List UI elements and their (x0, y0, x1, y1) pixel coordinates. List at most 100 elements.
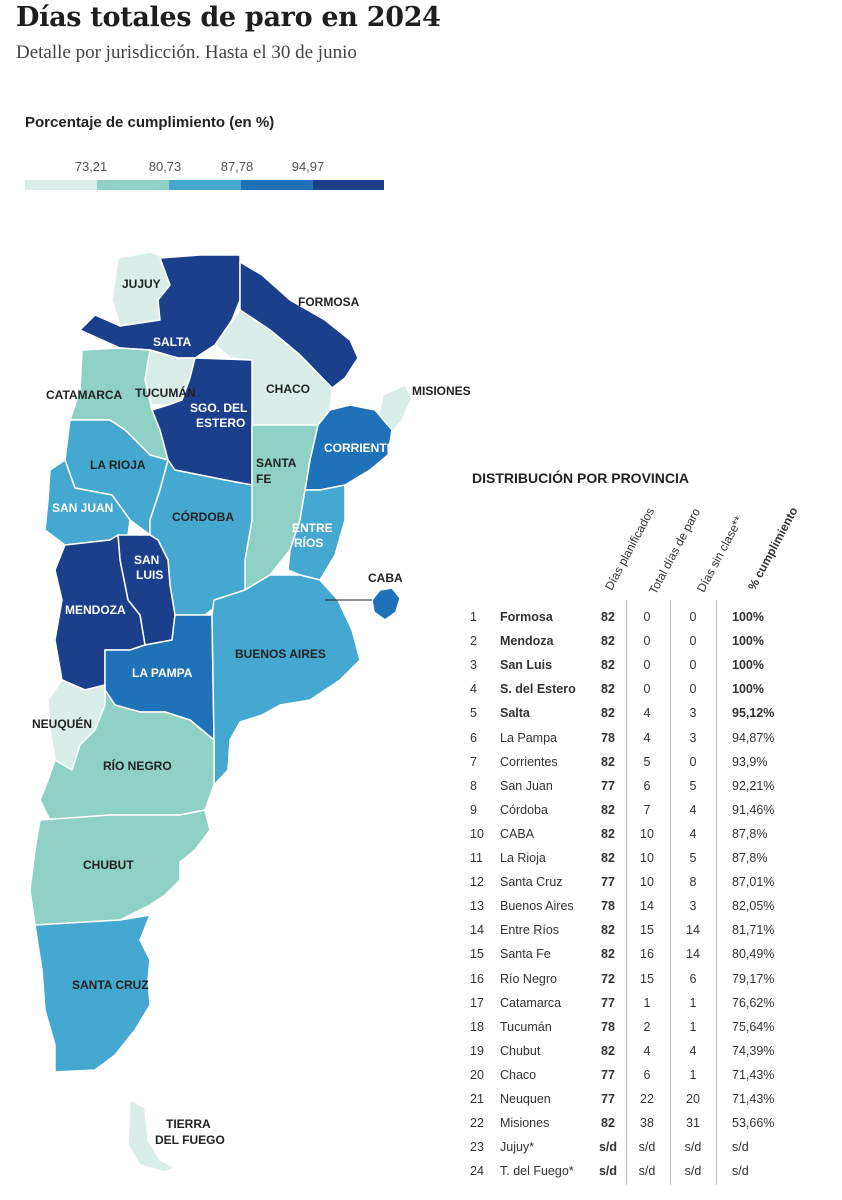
province-entre-rios[interactable] (287, 484, 346, 581)
no-class-days-cell: 4 (689, 826, 697, 841)
no-class-days-cell: s/d (684, 1164, 702, 1179)
strike-days-cell: 38 (640, 1116, 654, 1131)
province-cell: Santa Cruz (500, 875, 563, 890)
province-buenos-aires[interactable] (211, 574, 361, 786)
map-label-san-luis: LUIS (136, 568, 163, 582)
column-divider (626, 600, 627, 1185)
planned-days-cell: 77 (601, 875, 615, 890)
province-cell: Corrientes (500, 754, 558, 769)
province-chubut[interactable] (29, 809, 211, 926)
strike-days-cell: s/d (638, 1140, 656, 1155)
map-label-cordoba: CÓRDOBA (172, 509, 234, 524)
rank-cell: 19 (470, 1043, 484, 1058)
province-cell: San Juan (500, 778, 553, 793)
province-cell: Mendoza (500, 634, 554, 649)
rank-cell: 17 (470, 995, 484, 1010)
no-class-days-cell: 0 (689, 754, 697, 769)
province-cell: S. del Estero (500, 682, 576, 697)
compliance-cell: 100% (732, 634, 764, 649)
map-label-corrientes: CORRIENTES (324, 441, 403, 455)
rank-cell: 20 (470, 1067, 484, 1082)
province-cell: Santa Fe (500, 947, 551, 962)
planned-days-cell: 82 (601, 923, 615, 938)
map-label-entre-rios: ENTRE (292, 521, 333, 535)
compliance-cell: 93,9% (732, 754, 768, 769)
column-header: Días sin clase** (694, 513, 746, 595)
province-cell: San Luis (500, 658, 553, 673)
rank-cell: 2 (470, 634, 477, 649)
map-label-sgo-del-estero: SGO. DEL (190, 401, 247, 415)
compliance-cell: 87,8% (732, 826, 768, 841)
map-label-formosa: FORMOSA (298, 295, 360, 309)
strike-days-cell: 16 (640, 947, 654, 962)
rank-cell: 14 (470, 923, 484, 938)
column-divider (716, 600, 717, 1185)
no-class-days-cell: 3 (689, 899, 697, 914)
rank-cell: 8 (470, 778, 477, 793)
rank-cell: 16 (470, 971, 484, 986)
strike-days-cell: 0 (643, 682, 651, 697)
no-class-days-cell: 4 (689, 802, 697, 817)
rank-cell: 5 (470, 706, 477, 721)
no-class-days-cell: 14 (686, 923, 700, 938)
planned-days-cell: 82 (601, 706, 615, 721)
strike-days-cell: 14 (640, 899, 654, 914)
map-label-misiones: MISIONES (412, 384, 470, 398)
planned-days-cell: 82 (601, 1043, 615, 1058)
legend-swatch-4 (241, 180, 313, 190)
no-class-days-cell: 14 (686, 947, 700, 962)
compliance-cell: 71,43% (732, 1067, 775, 1082)
no-class-days-cell: 5 (689, 778, 697, 793)
compliance-cell: 100% (732, 658, 764, 673)
compliance-cell: 87,8% (732, 851, 768, 865)
no-class-days-cell: 0 (689, 634, 697, 649)
strike-days-cell: 22 (640, 1092, 654, 1106)
strike-days-cell: 2 (643, 1019, 651, 1034)
no-class-days-cell: 0 (689, 610, 697, 624)
strike-days-cell: 4 (643, 706, 651, 721)
planned-days-cell: 78 (601, 899, 615, 914)
no-class-days-cell: 31 (686, 1116, 700, 1131)
rank-cell: 21 (470, 1092, 484, 1106)
province-tierra-del-fuego[interactable] (127, 1099, 176, 1173)
compliance-cell: 75,64% (732, 1019, 775, 1034)
strike-days-cell: 10 (640, 851, 654, 865)
planned-days-cell: 82 (601, 682, 615, 697)
no-class-days-cell: 1 (689, 1019, 697, 1034)
rank-cell: 24 (470, 1164, 484, 1179)
map-label-santa-cruz: SANTA CRUZ (72, 978, 149, 992)
strike-days-cell: 15 (640, 923, 654, 938)
map-label-san-luis: SAN (134, 553, 159, 567)
province-cell: Neuquen (500, 1092, 551, 1106)
planned-days-cell: 82 (601, 851, 615, 865)
legend-swatch-5 (313, 180, 384, 190)
province-caba[interactable] (371, 587, 401, 621)
legend-swatch-2 (97, 180, 169, 190)
no-class-days-cell: 6 (689, 971, 697, 986)
compliance-cell: 80,49% (732, 947, 775, 962)
planned-days-cell: 77 (601, 1092, 615, 1106)
column-header: % cumplimiento (745, 504, 801, 593)
strike-days-cell: 10 (640, 875, 654, 890)
province-cell: Formosa (500, 610, 553, 624)
no-class-days-cell: s/d (684, 1140, 702, 1155)
compliance-cell: 53,66% (732, 1116, 775, 1131)
page-title: Días totales de paro en 2024 (16, 2, 441, 33)
province-cell: T. del Fuego* (500, 1164, 574, 1179)
rank-cell: 4 (470, 682, 477, 697)
strike-days-cell: 6 (643, 1067, 651, 1082)
map-label-la-pampa: LA PAMPA (132, 666, 193, 680)
strike-days-cell: 4 (643, 1043, 651, 1058)
planned-days-cell: 82 (601, 826, 615, 841)
rank-cell: 11 (470, 851, 483, 865)
no-class-days-cell: 8 (689, 875, 697, 890)
map-label-chubut: CHUBUT (83, 858, 134, 872)
rank-cell: 22 (470, 1116, 484, 1131)
map-label-caba: CABA (368, 571, 403, 585)
no-class-days-cell: 5 (689, 851, 697, 865)
compliance-cell: 92,21% (732, 778, 775, 793)
province-santa-cruz[interactable] (34, 914, 151, 1073)
map-label-mendoza: MENDOZA (65, 603, 126, 617)
rank-cell: 15 (470, 947, 484, 962)
legend-tick: 73,21 (74, 159, 108, 174)
